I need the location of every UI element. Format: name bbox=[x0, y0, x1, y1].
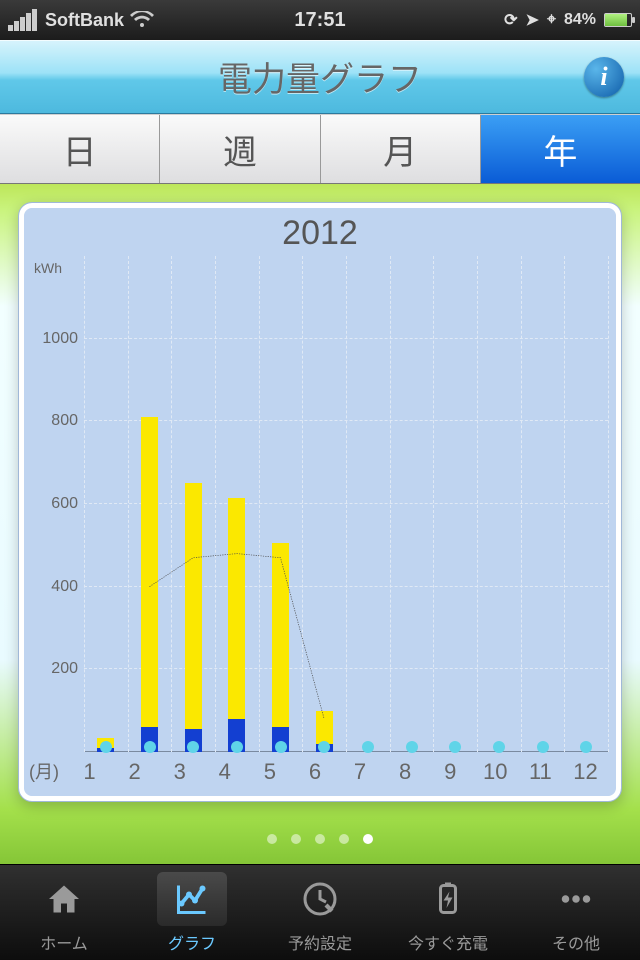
tab-bar: ホーム グラフ 予約設定 今すぐ充電 その他 bbox=[0, 864, 640, 960]
x-tick-label: 2 bbox=[129, 759, 141, 785]
chart-inner: 2012 kWh 2004006008001000 (月)12345678910… bbox=[24, 208, 616, 796]
segment-1[interactable]: 週 bbox=[160, 115, 320, 183]
tab-other[interactable]: その他 bbox=[512, 865, 640, 960]
x-tick-label: 7 bbox=[354, 759, 366, 785]
tab-charge-icon bbox=[413, 872, 483, 926]
tab-reserve[interactable]: 予約設定 bbox=[256, 865, 384, 960]
grid-vline bbox=[608, 256, 609, 752]
page-dot[interactable] bbox=[339, 834, 349, 844]
y-tick-label: 400 bbox=[51, 578, 78, 596]
tab-label: 今すぐ充電 bbox=[408, 930, 488, 954]
tab-reserve-icon bbox=[285, 872, 355, 926]
x-tick-label: 10 bbox=[483, 759, 507, 785]
signal-strength-icon bbox=[8, 9, 37, 31]
battery-percent: 84% bbox=[564, 11, 596, 29]
tab-label: ホーム bbox=[40, 930, 88, 954]
tab-home[interactable]: ホーム bbox=[0, 865, 128, 960]
y-tick-label: 200 bbox=[51, 660, 78, 678]
y-tick-label: 1000 bbox=[42, 330, 78, 348]
chart-plot: 2004006008001000 bbox=[84, 256, 608, 752]
page-dot[interactable] bbox=[291, 834, 301, 844]
page-dot[interactable] bbox=[363, 834, 373, 844]
trend-line bbox=[84, 256, 608, 752]
tab-other-icon bbox=[541, 872, 611, 926]
x-tick-label: 8 bbox=[399, 759, 411, 785]
lock-orientation-icon: ⟳ bbox=[504, 10, 517, 30]
status-bar: SoftBank 17:51 ⟳ ➤ ⌖ 84% bbox=[0, 0, 640, 40]
tab-graph-icon bbox=[157, 872, 227, 926]
y-axis-unit: kWh bbox=[34, 260, 62, 276]
tab-graph[interactable]: グラフ bbox=[128, 865, 256, 960]
segment-3[interactable]: 年 bbox=[481, 115, 640, 183]
page-dot[interactable] bbox=[315, 834, 325, 844]
content-area: 2012 kWh 2004006008001000 (月)12345678910… bbox=[0, 184, 640, 864]
bluetooth-icon: ⌖ bbox=[547, 11, 556, 29]
x-axis-prefix: (月) bbox=[29, 758, 59, 784]
x-tick-label: 12 bbox=[573, 759, 597, 785]
segmented-control: 日週月年 bbox=[0, 114, 640, 184]
x-tick-label: 9 bbox=[444, 759, 456, 785]
nav-bar: 電力量グラフ i bbox=[0, 40, 640, 114]
battery-icon bbox=[604, 13, 632, 27]
x-tick-label: 11 bbox=[529, 759, 552, 785]
location-icon: ➤ bbox=[526, 10, 539, 30]
x-tick-label: 1 bbox=[83, 759, 95, 785]
segment-0[interactable]: 日 bbox=[0, 115, 160, 183]
page-indicator bbox=[267, 834, 373, 844]
status-right: ⟳ ➤ ⌖ 84% bbox=[504, 10, 632, 30]
x-tick-label: 6 bbox=[309, 759, 321, 785]
wifi-icon bbox=[130, 11, 154, 29]
x-tick-label: 4 bbox=[219, 759, 231, 785]
y-tick-label: 800 bbox=[51, 412, 78, 430]
x-tick-label: 5 bbox=[264, 759, 276, 785]
tab-label: グラフ bbox=[168, 930, 216, 954]
carrier-label: SoftBank bbox=[45, 10, 124, 31]
x-axis-labels: (月)123456789101112 bbox=[29, 758, 608, 784]
tab-charge[interactable]: 今すぐ充電 bbox=[384, 865, 512, 960]
segment-2[interactable]: 月 bbox=[321, 115, 481, 183]
page-dot[interactable] bbox=[267, 834, 277, 844]
tab-label: 予約設定 bbox=[288, 930, 352, 954]
chart-card: 2012 kWh 2004006008001000 (月)12345678910… bbox=[18, 202, 622, 802]
page-title: 電力量グラフ bbox=[218, 52, 422, 101]
info-button[interactable]: i bbox=[584, 57, 624, 97]
x-tick-label: 3 bbox=[174, 759, 186, 785]
tab-label: その他 bbox=[552, 930, 600, 954]
tab-home-icon bbox=[29, 872, 99, 926]
y-tick-label: 600 bbox=[51, 495, 78, 513]
clock-label: 17:51 bbox=[294, 9, 345, 32]
chart-title: 2012 bbox=[24, 208, 616, 253]
